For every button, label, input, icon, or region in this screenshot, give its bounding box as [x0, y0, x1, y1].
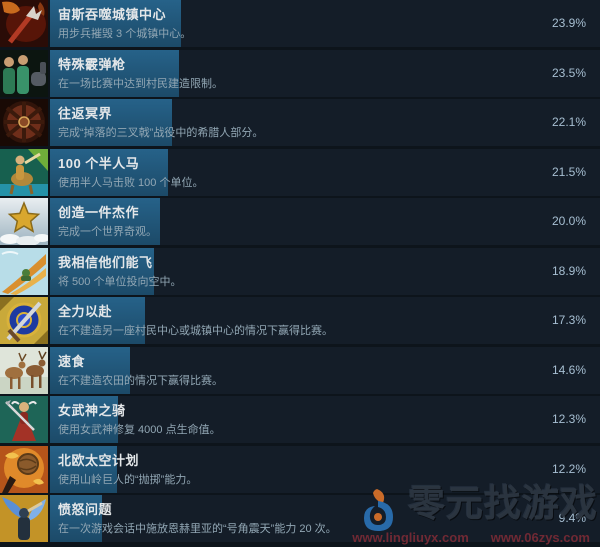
achievement-body: 速食 在不建造农田的情况下赢得比赛。 14.6% — [50, 346, 600, 394]
boulder-punt-icon — [0, 445, 48, 493]
progress-fill — [50, 0, 182, 47]
achievement-percent: 23.9% — [551, 16, 586, 30]
achievement-row: 宙斯吞噬城镇中心 用步兵摧毁 3 个城镇中心。 23.9% — [0, 0, 600, 47]
achievement-desc: 使用半人马击败 100 个单位。 — [58, 176, 204, 189]
achievement-body: 全力以赴 在不建造另一座村民中心或城镇中心的情况下赢得比赛。 17.3% — [50, 297, 600, 344]
achievement-title: 我相信他们能飞 — [58, 254, 153, 270]
progress-fill — [50, 297, 146, 344]
achievement-percent: 18.9% — [551, 263, 586, 278]
achievement-row: 100 个半人马 使用半人马击败 100 个单位。 21.5% — [0, 148, 600, 196]
achievement-body: 愤怒问题 在一次游戏会话中施放恩赫里亚的“号角震天”能力 20 次。 9.4% — [50, 495, 600, 542]
progress-fill — [50, 49, 180, 97]
achievement-row: 女武神之骑 使用女武神修复 4000 点生命值。 12.3% — [0, 396, 600, 443]
achievement-row: 往返冥界 完成“掉落的三叉戟”战役中的希腊人部分。 22.1% — [0, 99, 600, 146]
achievement-percent: 9.4% — [558, 511, 586, 525]
achievement-row: 创造一件杰作 完成一个世界奇观。 20.0% — [0, 198, 600, 245]
achievement-row: 愤怒问题 在一次游戏会话中施放恩赫里亚的“号角震天”能力 20 次。 9.4% — [0, 495, 600, 542]
achievement-body: 往返冥界 完成“掉落的三叉戟”战役中的希腊人部分。 22.1% — [50, 99, 600, 146]
achievement-title: 100 个半人马 — [58, 155, 140, 171]
achievement-body: 特殊霰弹枪 在一场比赛中达到村民建造限制。 23.5% — [50, 49, 600, 97]
achievement-row: 全力以赴 在不建造另一座村民中心或城镇中心的情况下赢得比赛。 17.3% — [0, 297, 600, 344]
achievement-percent: 12.2% — [551, 461, 586, 476]
valkyrie-icon — [0, 396, 48, 443]
achievement-body: 女武神之骑 使用女武神修复 4000 点生命值。 12.3% — [50, 396, 600, 443]
achievement-title: 宙斯吞噬城镇中心 — [58, 7, 167, 22]
achievement-desc: 在不建造另一座村民中心或城镇中心的情况下赢得比赛。 — [58, 325, 333, 337]
achievement-desc: 完成一个世界奇观。 — [58, 226, 157, 238]
gold-star-wonder-icon — [0, 198, 48, 245]
achievement-title: 愤怒问题 — [58, 502, 113, 517]
achievement-row: 北欧太空计划 使用山岭巨人的“抛掷”能力。 12.2% — [0, 445, 600, 493]
achievement-row: 我相信他们能飞 将 500 个单位投向空中。 18.9% — [0, 247, 600, 295]
achievement-row: 特殊霰弹枪 在一场比赛中达到村民建造限制。 23.5% — [0, 49, 600, 97]
flying-units-icon — [0, 247, 48, 295]
achievement-title: 速食 — [58, 353, 86, 369]
achievement-percent: 17.3% — [551, 313, 586, 327]
progress-fill — [50, 148, 169, 196]
achievement-title: 往返冥界 — [58, 106, 113, 121]
progress-fill — [50, 198, 160, 245]
achievement-percent: 22.1% — [551, 115, 586, 129]
achievement-body: 北欧太空计划 使用山岭巨人的“抛掷”能力。 12.2% — [50, 445, 600, 493]
achievement-title: 全力以赴 — [58, 304, 113, 319]
underworld-gate-icon — [0, 99, 48, 146]
achievement-desc: 在一场比赛中达到村民建造限制。 — [58, 77, 223, 90]
achievement-body: 100 个半人马 使用半人马击败 100 个单位。 21.5% — [50, 148, 600, 196]
achievement-title: 特殊霰弹枪 — [58, 56, 126, 72]
achievement-row: 速食 在不建造农田的情况下赢得比赛。 14.6% — [0, 346, 600, 394]
progress-fill — [50, 99, 172, 146]
achievement-desc: 在一次游戏会话中施放恩赫里亚的“号角震天”能力 20 次。 — [58, 523, 337, 535]
achievement-percent: 14.6% — [551, 362, 586, 377]
villagers-icon — [0, 49, 48, 97]
achievement-title: 北欧太空计划 — [58, 452, 140, 468]
achievement-desc: 在不建造农田的情况下赢得比赛。 — [58, 374, 223, 387]
progress-fill — [50, 247, 154, 295]
flaming-trident-icon — [0, 0, 48, 47]
progress-fill — [50, 396, 118, 443]
achievement-percent: 23.5% — [551, 65, 586, 80]
achievement-percent: 12.3% — [551, 412, 586, 426]
sword-shield-icon — [0, 297, 48, 344]
progress-fill — [50, 346, 131, 394]
achievement-desc: 使用女武神修复 4000 点生命值。 — [58, 424, 221, 436]
deer-herd-icon — [0, 346, 48, 394]
progress-fill — [50, 445, 118, 493]
achievement-desc: 完成“掉落的三叉戟”战役中的希腊人部分。 — [58, 127, 264, 139]
achievement-desc: 用步兵摧毁 3 个城镇中心。 — [58, 28, 192, 40]
achievement-title: 女武神之骑 — [58, 403, 126, 418]
horn-blast-icon — [0, 495, 48, 542]
achievement-body: 创造一件杰作 完成一个世界奇观。 20.0% — [50, 198, 600, 245]
achievement-body: 宙斯吞噬城镇中心 用步兵摧毁 3 个城镇中心。 23.9% — [50, 0, 600, 47]
achievement-desc: 将 500 个单位投向空中。 — [58, 275, 182, 288]
achievement-body: 我相信他们能飞 将 500 个单位投向空中。 18.9% — [50, 247, 600, 295]
progress-fill — [50, 495, 102, 542]
centaur-icon — [0, 148, 48, 196]
achievement-title: 创造一件杰作 — [58, 205, 140, 220]
achievement-percent: 20.0% — [551, 214, 586, 228]
achievement-desc: 使用山岭巨人的“抛掷”能力。 — [58, 473, 198, 486]
achievement-percent: 21.5% — [551, 164, 586, 179]
